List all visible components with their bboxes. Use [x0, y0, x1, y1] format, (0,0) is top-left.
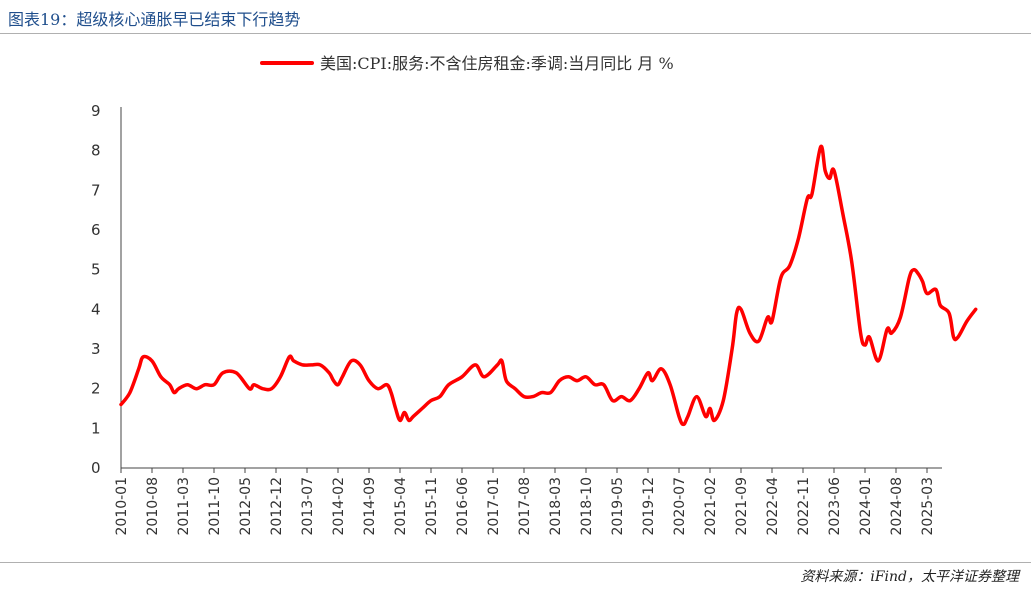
x-tick-label: 2015-11 — [424, 477, 440, 536]
x-tick-label: 2012-05 — [238, 477, 254, 536]
x-tick-label: 2021-02 — [703, 477, 719, 536]
x-tick-label: 2010-08 — [145, 477, 161, 536]
y-tick-label: 9 — [91, 102, 101, 120]
x-tick-label: 2019-12 — [641, 477, 657, 536]
legend-label: 美国:CPI:服务:不含住房租金:季调:当月同比 月 % — [320, 54, 674, 73]
line-chart: 美国:CPI:服务:不含住房租金:季调:当月同比 月 % 0123456789 … — [91, 54, 978, 536]
bottom-divider — [0, 562, 1031, 563]
x-tick-label: 2015-04 — [393, 477, 409, 536]
x-tick-label: 2011-10 — [207, 477, 223, 536]
x-tick-label: 2021-09 — [734, 477, 750, 536]
source-note: 资料来源：iFind，太平洋证券整理 — [800, 569, 1019, 585]
y-tick-label: 2 — [91, 380, 101, 398]
x-tick-label: 2016-06 — [455, 477, 471, 536]
x-tick-label: 2014-02 — [331, 477, 347, 536]
y-tick-label: 8 — [91, 142, 101, 160]
plot-area — [119, 144, 978, 427]
x-tick-label: 2025-03 — [920, 477, 936, 536]
figure-title: 图表19：超级核心通胀早已结束下行趋势 — [8, 10, 301, 29]
x-tick-label: 2022-04 — [765, 477, 781, 536]
x-axis: 2010-01 2010-08 2011-03 2011-10 2012-05 2012-… — [114, 467, 942, 536]
y-tick-label: 6 — [91, 221, 101, 239]
y-tick-label: 3 — [91, 340, 101, 358]
x-tick-label: 2014-09 — [362, 477, 378, 536]
y-axis: 0 1 2 3 4 5 6 7 8 9 — [91, 102, 122, 477]
y-tick-label: 1 — [91, 419, 101, 437]
x-tick-label: 2013-07 — [300, 477, 316, 536]
x-tick-label: 2010-01 — [114, 477, 130, 536]
top-divider — [0, 33, 1031, 34]
series-line-0 — [119, 144, 978, 427]
x-tick-label: 2024-01 — [858, 477, 874, 536]
y-tick-label: 5 — [91, 261, 101, 279]
y-tick-label: 7 — [91, 181, 101, 199]
x-tick-label: 2017-01 — [486, 477, 502, 536]
y-tick-label: 4 — [91, 300, 101, 318]
x-tick-label: 2011-03 — [176, 477, 192, 536]
x-tick-label: 2023-06 — [827, 477, 843, 536]
chart-legend: 美国:CPI:服务:不含住房租金:季调:当月同比 月 % — [260, 54, 674, 73]
x-tick-label: 2018-10 — [579, 477, 595, 536]
x-tick-label: 2022-11 — [796, 477, 812, 536]
x-tick-label: 2024-08 — [889, 477, 905, 536]
x-tick-label: 2018-03 — [548, 477, 564, 536]
x-tick-label: 2017-08 — [517, 477, 533, 536]
x-tick-label: 2012-12 — [269, 477, 285, 536]
y-tick-label: 0 — [91, 459, 101, 477]
x-tick-label: 2020-07 — [672, 477, 688, 536]
x-tick-label: 2019-05 — [610, 477, 626, 536]
